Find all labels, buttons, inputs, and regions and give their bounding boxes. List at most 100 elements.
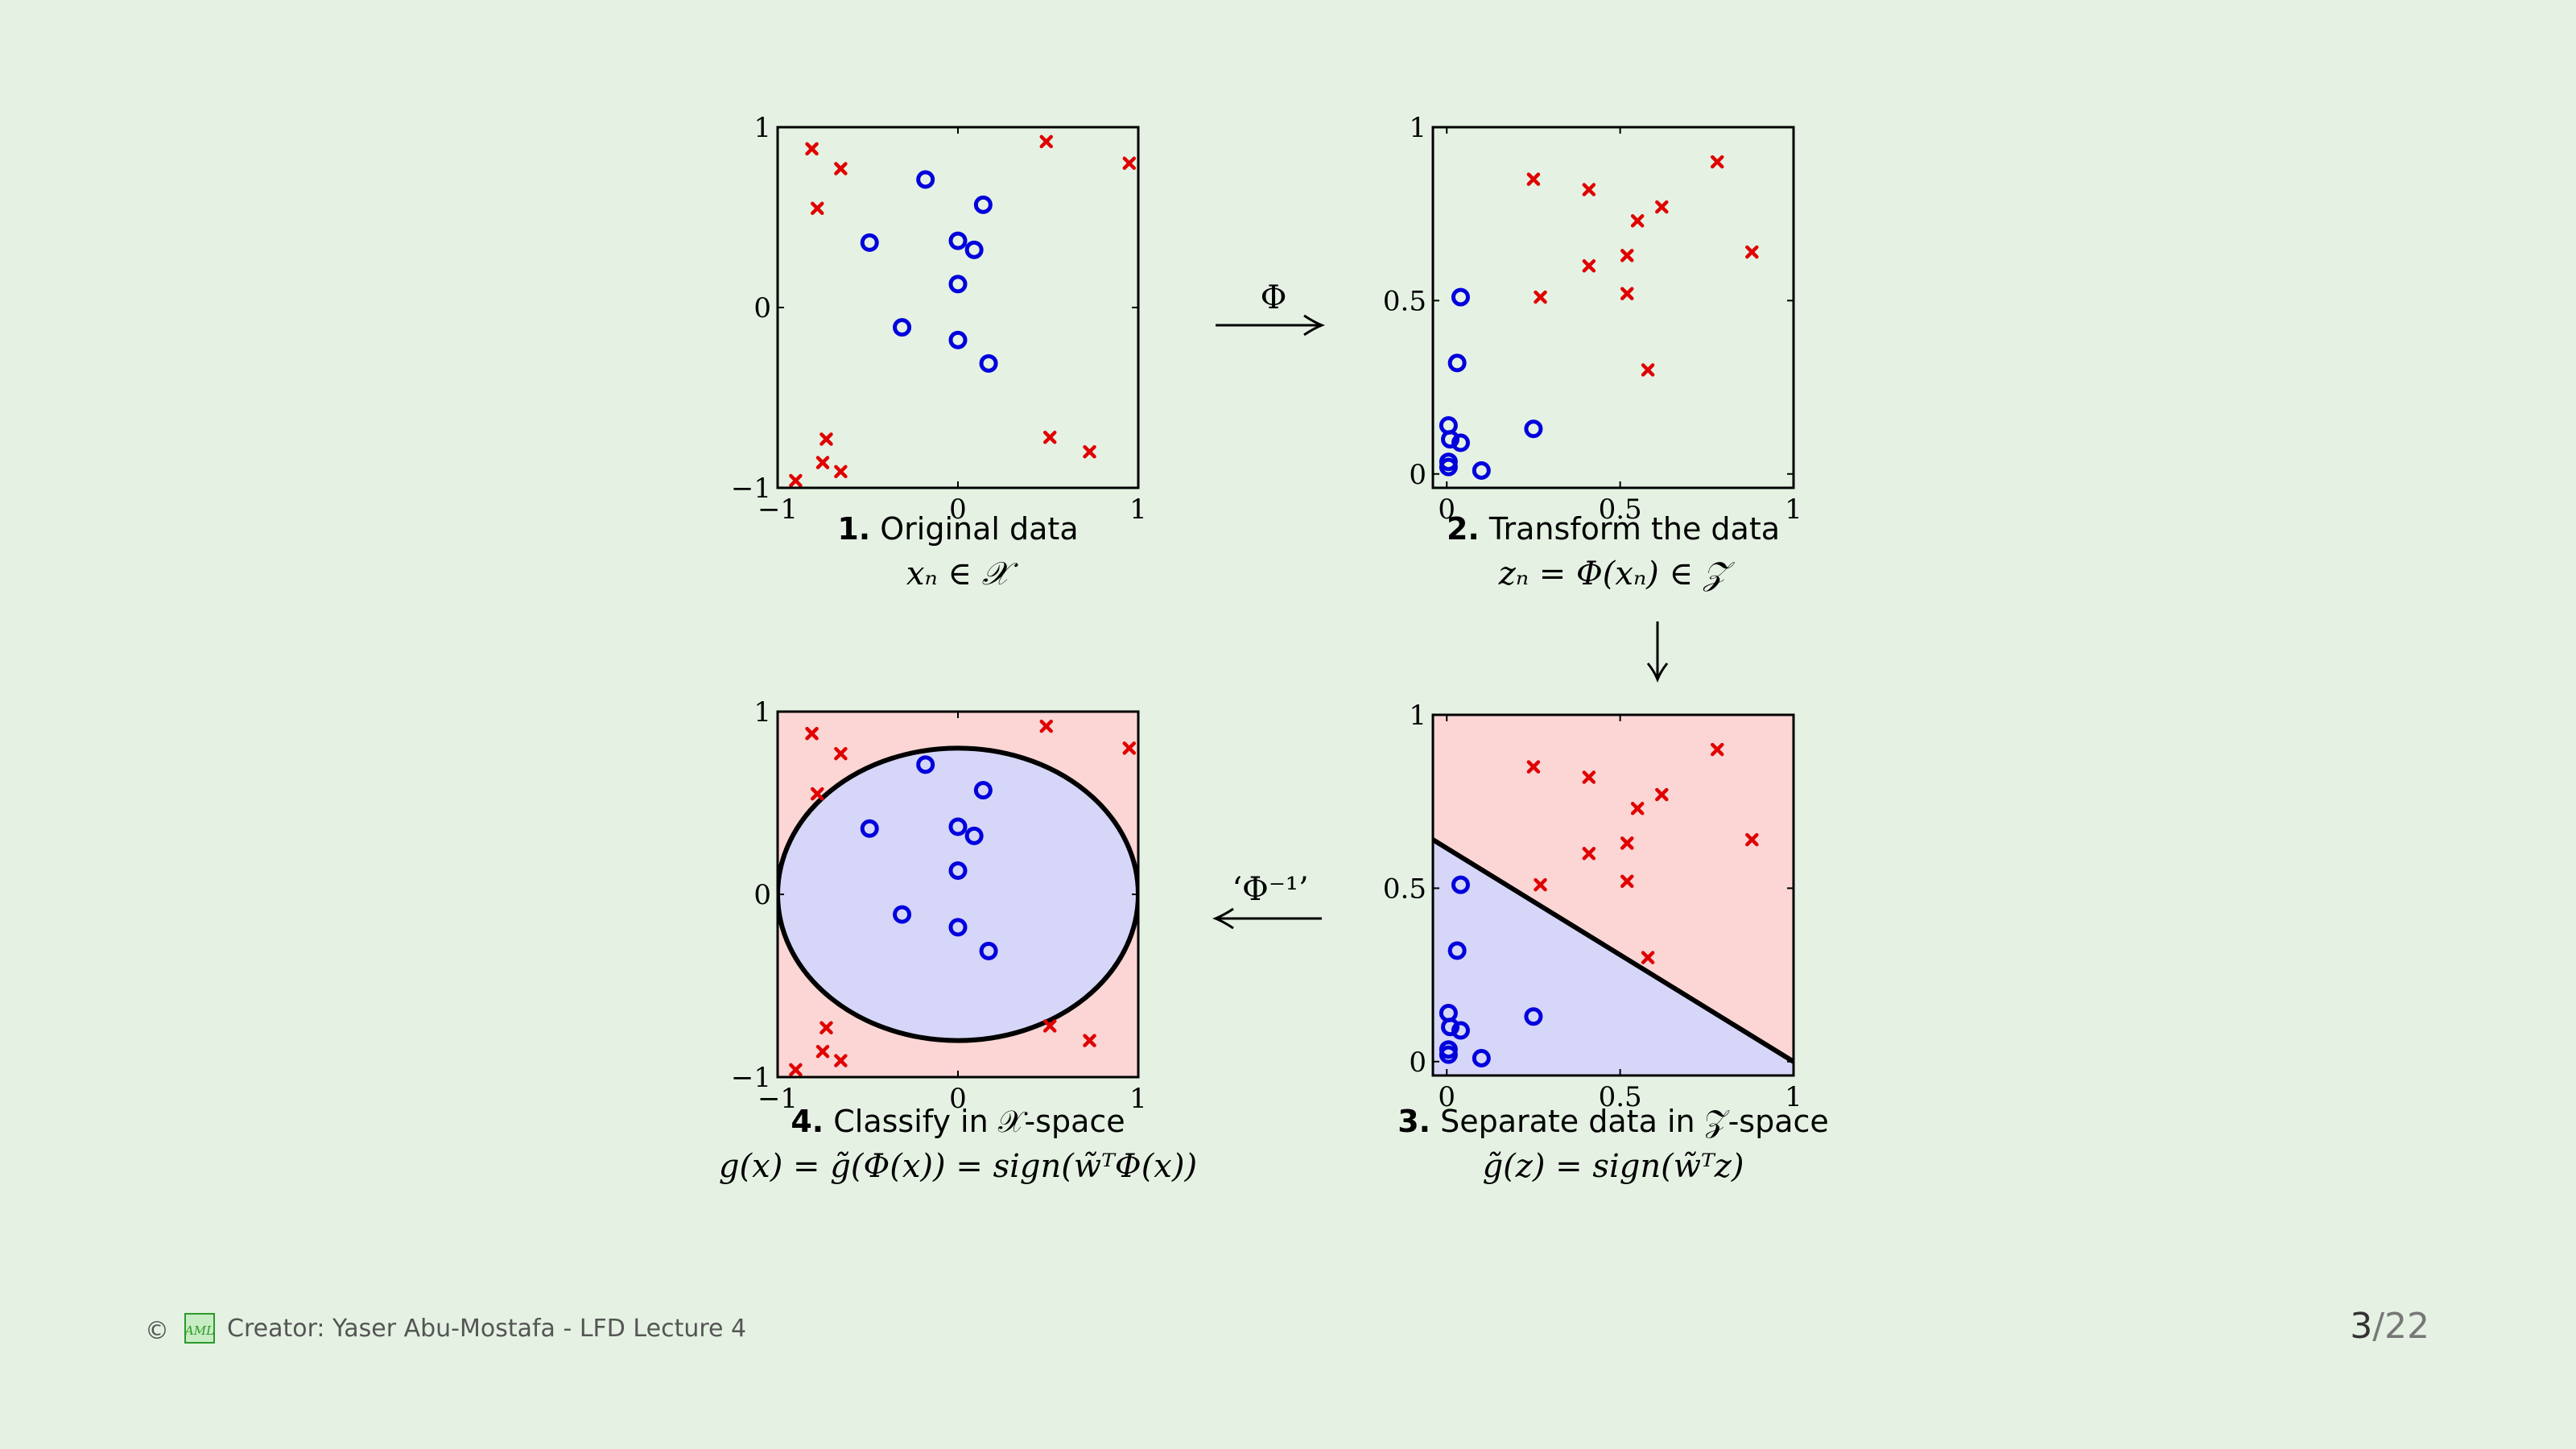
panel-caption-text: Classify in 𝒳-space [833,1104,1125,1139]
point-cross [789,1063,803,1077]
y-tick-label: −1 [731,1062,771,1094]
point-cross [1630,214,1645,228]
x-tick-label: 0.5 [1599,493,1642,526]
point-cross [1582,847,1596,861]
region-circle-class [1433,840,1794,1075]
point-cross [819,432,833,446]
point-circle [948,861,968,880]
point-cross [1526,172,1541,186]
panel-separated-z-space: 0 0.5 1 0 0.5 1 3. Separate data in 𝒵-space g̃(z… [1383,700,1829,1185]
point-cross [789,473,803,488]
point-circle [1472,1048,1491,1067]
point-circle [1441,430,1460,449]
point-cross [1122,156,1137,171]
footer-credit: Creator: Yaser Abu-Mostafa - LFD Lecture… [227,1315,746,1343]
point-circle [860,819,879,838]
point-cross [1582,183,1596,196]
y-tick-label: −1 [731,473,771,505]
footer: © AML Creator: Yaser Abu-Mostafa - LFD L… [145,1306,2429,1347]
x-tick-label: 0 [949,493,967,526]
point-circle [860,233,879,252]
panel-number: 4. [791,1104,824,1139]
point-circle [948,231,968,250]
point-circle [1524,1007,1543,1026]
point-cross [1083,444,1096,459]
arrow-phi-label: Φ [1261,279,1287,316]
point-circle [964,826,984,845]
panel-formula: g(x) = g̃(Φ(x)) = sign(w̃ᵀΦ(x)) [719,1148,1197,1185]
point-cross [1620,249,1634,262]
panel-caption: 1. Original data [837,511,1078,547]
panel-caption: 4. Classify in 𝒳-space [791,1104,1125,1139]
point-cross [1582,770,1596,784]
page-current: 3 [2350,1306,2372,1347]
point-cross [1039,719,1054,733]
y-tick-label: 0 [753,292,771,324]
y-tick-label: 1 [1409,700,1426,732]
y-tick-label: 0 [1409,1046,1426,1079]
point-circle [964,240,984,259]
plot-frame [1431,126,1795,489]
point-circle [1447,941,1467,960]
point-cross [805,142,819,156]
page-number: 3/22 [2350,1306,2429,1347]
point-cross [811,201,824,216]
point-circle [948,330,968,349]
point-cross [1039,134,1054,149]
point-cross [1745,832,1759,847]
svg-text:AML: AML [184,1323,214,1338]
point-circle [973,781,993,800]
panel-caption-text: Separate data in 𝒵-space [1440,1104,1829,1139]
point-circle [1441,1018,1460,1037]
x-tick-label: 1 [1129,1083,1147,1115]
point-cross [1710,742,1724,757]
point-cross [1641,363,1655,377]
point-cross [1042,431,1057,444]
point-cross [1122,741,1137,755]
decision-boundary-line [1433,837,1794,1064]
x-tick-label: 0 [1438,493,1455,526]
arrow-phi-inverse-label: ‘Φ⁻¹’ [1232,871,1308,908]
point-cross [805,726,819,741]
point-cross [1710,155,1724,169]
point-cross [1534,290,1547,304]
point-circle [1451,433,1470,452]
point-cross [834,1054,848,1067]
point-circle [893,905,912,924]
point-circle [893,318,912,337]
panel-formula: zₙ = Φ(xₙ) ∈ 𝒵 [1498,555,1736,592]
x-tick-label: 0 [1438,1081,1455,1113]
point-cross [1630,802,1645,815]
point-cross [1641,951,1655,964]
y-tick-label: 1 [753,696,771,729]
panel-number: 1. [837,511,870,547]
point-cross [1526,760,1541,774]
panel-number: 2. [1447,511,1480,547]
panel-number: 3. [1397,1104,1430,1139]
point-circle [979,353,998,373]
x-tick-label: 1 [1785,493,1802,526]
point-circle [948,817,968,836]
panel-caption: 3. Separate data in 𝒵-space [1397,1104,1829,1139]
y-tick-label: 0 [753,879,771,911]
point-cross [1620,287,1634,301]
panel-formula: xₙ ∈ 𝒳 [906,555,1019,592]
panel-caption-text: Transform the data [1488,511,1780,547]
decision-boundary-ellipse [778,745,1138,1043]
y-tick-label: 0.5 [1383,873,1426,905]
panel-original-data: −1 0 1 −1 0 1 1. Original data xₙ ∈ 𝒳 [731,112,1147,592]
point-cross [811,786,824,801]
point-cross [819,1021,833,1034]
point-cross [815,1044,830,1059]
panel-classify-x-space: −1 0 1 −1 0 1 4. Classify in 𝒳-space g(x) = g̃(Φ… [719,696,1197,1185]
point-cross [1745,245,1759,259]
aml-logo-icon: AML [184,1313,215,1344]
panel-caption: 2. Transform the data [1447,511,1780,547]
page-total: /22 [2372,1306,2429,1347]
point-circle [1439,457,1458,477]
arrow-phi-inverse: ‘Φ⁻¹’ [1212,871,1322,930]
plot-frame [1431,713,1795,1077]
y-tick-label: 0 [1409,459,1426,491]
point-circle [1472,460,1491,480]
